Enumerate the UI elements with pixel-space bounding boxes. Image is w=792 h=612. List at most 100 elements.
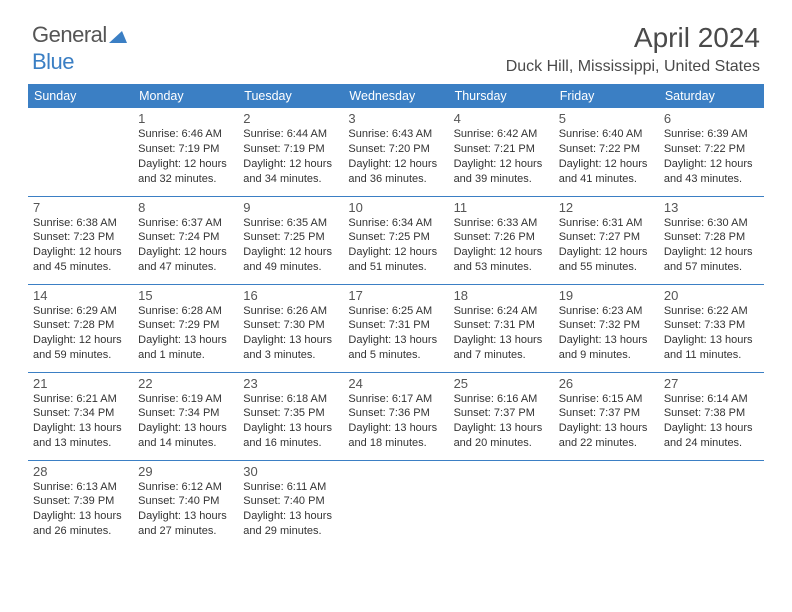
day-number: 7 <box>33 200 128 215</box>
daylight-line-2: and 41 minutes. <box>559 172 654 187</box>
daylight-line-1: Daylight: 13 hours <box>138 333 233 348</box>
logo-triangle-icon <box>109 23 127 49</box>
sunset-line: Sunset: 7:34 PM <box>138 406 233 421</box>
calendar-day-cell <box>659 460 764 548</box>
day-number: 23 <box>243 376 338 391</box>
sunset-line: Sunset: 7:30 PM <box>243 318 338 333</box>
day-number: 15 <box>138 288 233 303</box>
sunset-line: Sunset: 7:37 PM <box>559 406 654 421</box>
sunrise-line: Sunrise: 6:39 AM <box>664 127 759 142</box>
sunset-line: Sunset: 7:40 PM <box>243 494 338 509</box>
sunrise-line: Sunrise: 6:22 AM <box>664 304 759 319</box>
daylight-line-2: and 59 minutes. <box>33 348 128 363</box>
calendar-day-cell: 4Sunrise: 6:42 AMSunset: 7:21 PMDaylight… <box>449 108 554 196</box>
sunrise-line: Sunrise: 6:12 AM <box>138 480 233 495</box>
daylight-line-2: and 22 minutes. <box>559 436 654 451</box>
calendar-day-cell: 14Sunrise: 6:29 AMSunset: 7:28 PMDayligh… <box>28 284 133 372</box>
daylight-line-1: Daylight: 13 hours <box>454 421 549 436</box>
sunset-line: Sunset: 7:29 PM <box>138 318 233 333</box>
daylight-line-2: and 9 minutes. <box>559 348 654 363</box>
daylight-line-1: Daylight: 12 hours <box>348 245 443 260</box>
daylight-line-2: and 39 minutes. <box>454 172 549 187</box>
sunrise-line: Sunrise: 6:28 AM <box>138 304 233 319</box>
sunset-line: Sunset: 7:31 PM <box>348 318 443 333</box>
calendar-day-cell: 10Sunrise: 6:34 AMSunset: 7:25 PMDayligh… <box>343 196 448 284</box>
daylight-line-2: and 5 minutes. <box>348 348 443 363</box>
sunset-line: Sunset: 7:40 PM <box>138 494 233 509</box>
day-number: 1 <box>138 111 233 126</box>
day-number: 24 <box>348 376 443 391</box>
sunrise-line: Sunrise: 6:44 AM <box>243 127 338 142</box>
daylight-line-1: Daylight: 13 hours <box>243 333 338 348</box>
daylight-line-2: and 7 minutes. <box>454 348 549 363</box>
calendar-day-cell: 8Sunrise: 6:37 AMSunset: 7:24 PMDaylight… <box>133 196 238 284</box>
calendar-table: Sunday Monday Tuesday Wednesday Thursday… <box>28 84 764 548</box>
sunrise-line: Sunrise: 6:11 AM <box>243 480 338 495</box>
calendar-week-row: 14Sunrise: 6:29 AMSunset: 7:28 PMDayligh… <box>28 284 764 372</box>
calendar-day-cell: 13Sunrise: 6:30 AMSunset: 7:28 PMDayligh… <box>659 196 764 284</box>
daylight-line-2: and 11 minutes. <box>664 348 759 363</box>
daylight-line-2: and 27 minutes. <box>138 524 233 539</box>
calendar-day-cell: 5Sunrise: 6:40 AMSunset: 7:22 PMDaylight… <box>554 108 659 196</box>
daylight-line-1: Daylight: 12 hours <box>33 245 128 260</box>
sunset-line: Sunset: 7:19 PM <box>243 142 338 157</box>
daylight-line-2: and 16 minutes. <box>243 436 338 451</box>
logo-text-2: Blue <box>32 49 74 74</box>
day-number: 25 <box>454 376 549 391</box>
daylight-line-1: Daylight: 13 hours <box>348 421 443 436</box>
daylight-line-1: Daylight: 12 hours <box>664 245 759 260</box>
sunrise-line: Sunrise: 6:38 AM <box>33 216 128 231</box>
calendar-day-cell: 18Sunrise: 6:24 AMSunset: 7:31 PMDayligh… <box>449 284 554 372</box>
day-number: 26 <box>559 376 654 391</box>
sunrise-line: Sunrise: 6:43 AM <box>348 127 443 142</box>
day-number: 13 <box>664 200 759 215</box>
calendar-day-cell: 9Sunrise: 6:35 AMSunset: 7:25 PMDaylight… <box>238 196 343 284</box>
sunset-line: Sunset: 7:26 PM <box>454 230 549 245</box>
calendar-day-cell: 29Sunrise: 6:12 AMSunset: 7:40 PMDayligh… <box>133 460 238 548</box>
sunrise-line: Sunrise: 6:46 AM <box>138 127 233 142</box>
calendar-day-cell: 16Sunrise: 6:26 AMSunset: 7:30 PMDayligh… <box>238 284 343 372</box>
sunrise-line: Sunrise: 6:24 AM <box>454 304 549 319</box>
calendar-day-cell: 24Sunrise: 6:17 AMSunset: 7:36 PMDayligh… <box>343 372 448 460</box>
daylight-line-1: Daylight: 12 hours <box>559 245 654 260</box>
daylight-line-1: Daylight: 13 hours <box>454 333 549 348</box>
sunset-line: Sunset: 7:24 PM <box>138 230 233 245</box>
sunset-line: Sunset: 7:36 PM <box>348 406 443 421</box>
day-number: 29 <box>138 464 233 479</box>
calendar-day-cell: 30Sunrise: 6:11 AMSunset: 7:40 PMDayligh… <box>238 460 343 548</box>
sunrise-line: Sunrise: 6:33 AM <box>454 216 549 231</box>
sunrise-line: Sunrise: 6:35 AM <box>243 216 338 231</box>
sunrise-line: Sunrise: 6:14 AM <box>664 392 759 407</box>
sunset-line: Sunset: 7:39 PM <box>33 494 128 509</box>
calendar-week-row: 1Sunrise: 6:46 AM Sunset: 7:19 PM Daylight… <box>28 108 764 196</box>
calendar-week-row: 7Sunrise: 6:38 AMSunset: 7:23 PMDaylight… <box>28 196 764 284</box>
calendar-day-cell: 12Sunrise: 6:31 AMSunset: 7:27 PMDayligh… <box>554 196 659 284</box>
daylight-line-2: and 13 minutes. <box>33 436 128 451</box>
day-number: 20 <box>664 288 759 303</box>
day-header: Monday <box>133 84 238 108</box>
calendar-day-cell: 21Sunrise: 6:21 AMSunset: 7:34 PMDayligh… <box>28 372 133 460</box>
sunrise-line: Sunrise: 6:34 AM <box>348 216 443 231</box>
daylight-line-1: Daylight: 13 hours <box>243 421 338 436</box>
calendar-day-cell: 27Sunrise: 6:14 AMSunset: 7:38 PMDayligh… <box>659 372 764 460</box>
daylight-line-2: and 32 minutes. <box>138 172 233 187</box>
sunrise-line: Sunrise: 6:31 AM <box>559 216 654 231</box>
daylight-line-2: and 45 minutes. <box>33 260 128 275</box>
daylight-line-2: and 51 minutes. <box>348 260 443 275</box>
day-header: Thursday <box>449 84 554 108</box>
day-number: 8 <box>138 200 233 215</box>
daylight-line-2: and 29 minutes. <box>243 524 338 539</box>
day-number: 22 <box>138 376 233 391</box>
daylight-line-2: and 53 minutes. <box>454 260 549 275</box>
daylight-line-1: Daylight: 13 hours <box>559 333 654 348</box>
sunset-line: Sunset: 7:28 PM <box>33 318 128 333</box>
daylight-line-1: Daylight: 13 hours <box>138 509 233 524</box>
sunrise-line: Sunrise: 6:30 AM <box>664 216 759 231</box>
daylight-line-1: Daylight: 12 hours <box>454 157 549 172</box>
daylight-line-2: and 57 minutes. <box>664 260 759 275</box>
day-number: 6 <box>664 111 759 126</box>
daylight-line-1: Daylight: 13 hours <box>664 421 759 436</box>
location-subtitle: Duck Hill, Mississippi, United States <box>506 58 760 76</box>
calendar-day-cell: 20Sunrise: 6:22 AMSunset: 7:33 PMDayligh… <box>659 284 764 372</box>
daylight-line-1: Daylight: 13 hours <box>664 333 759 348</box>
